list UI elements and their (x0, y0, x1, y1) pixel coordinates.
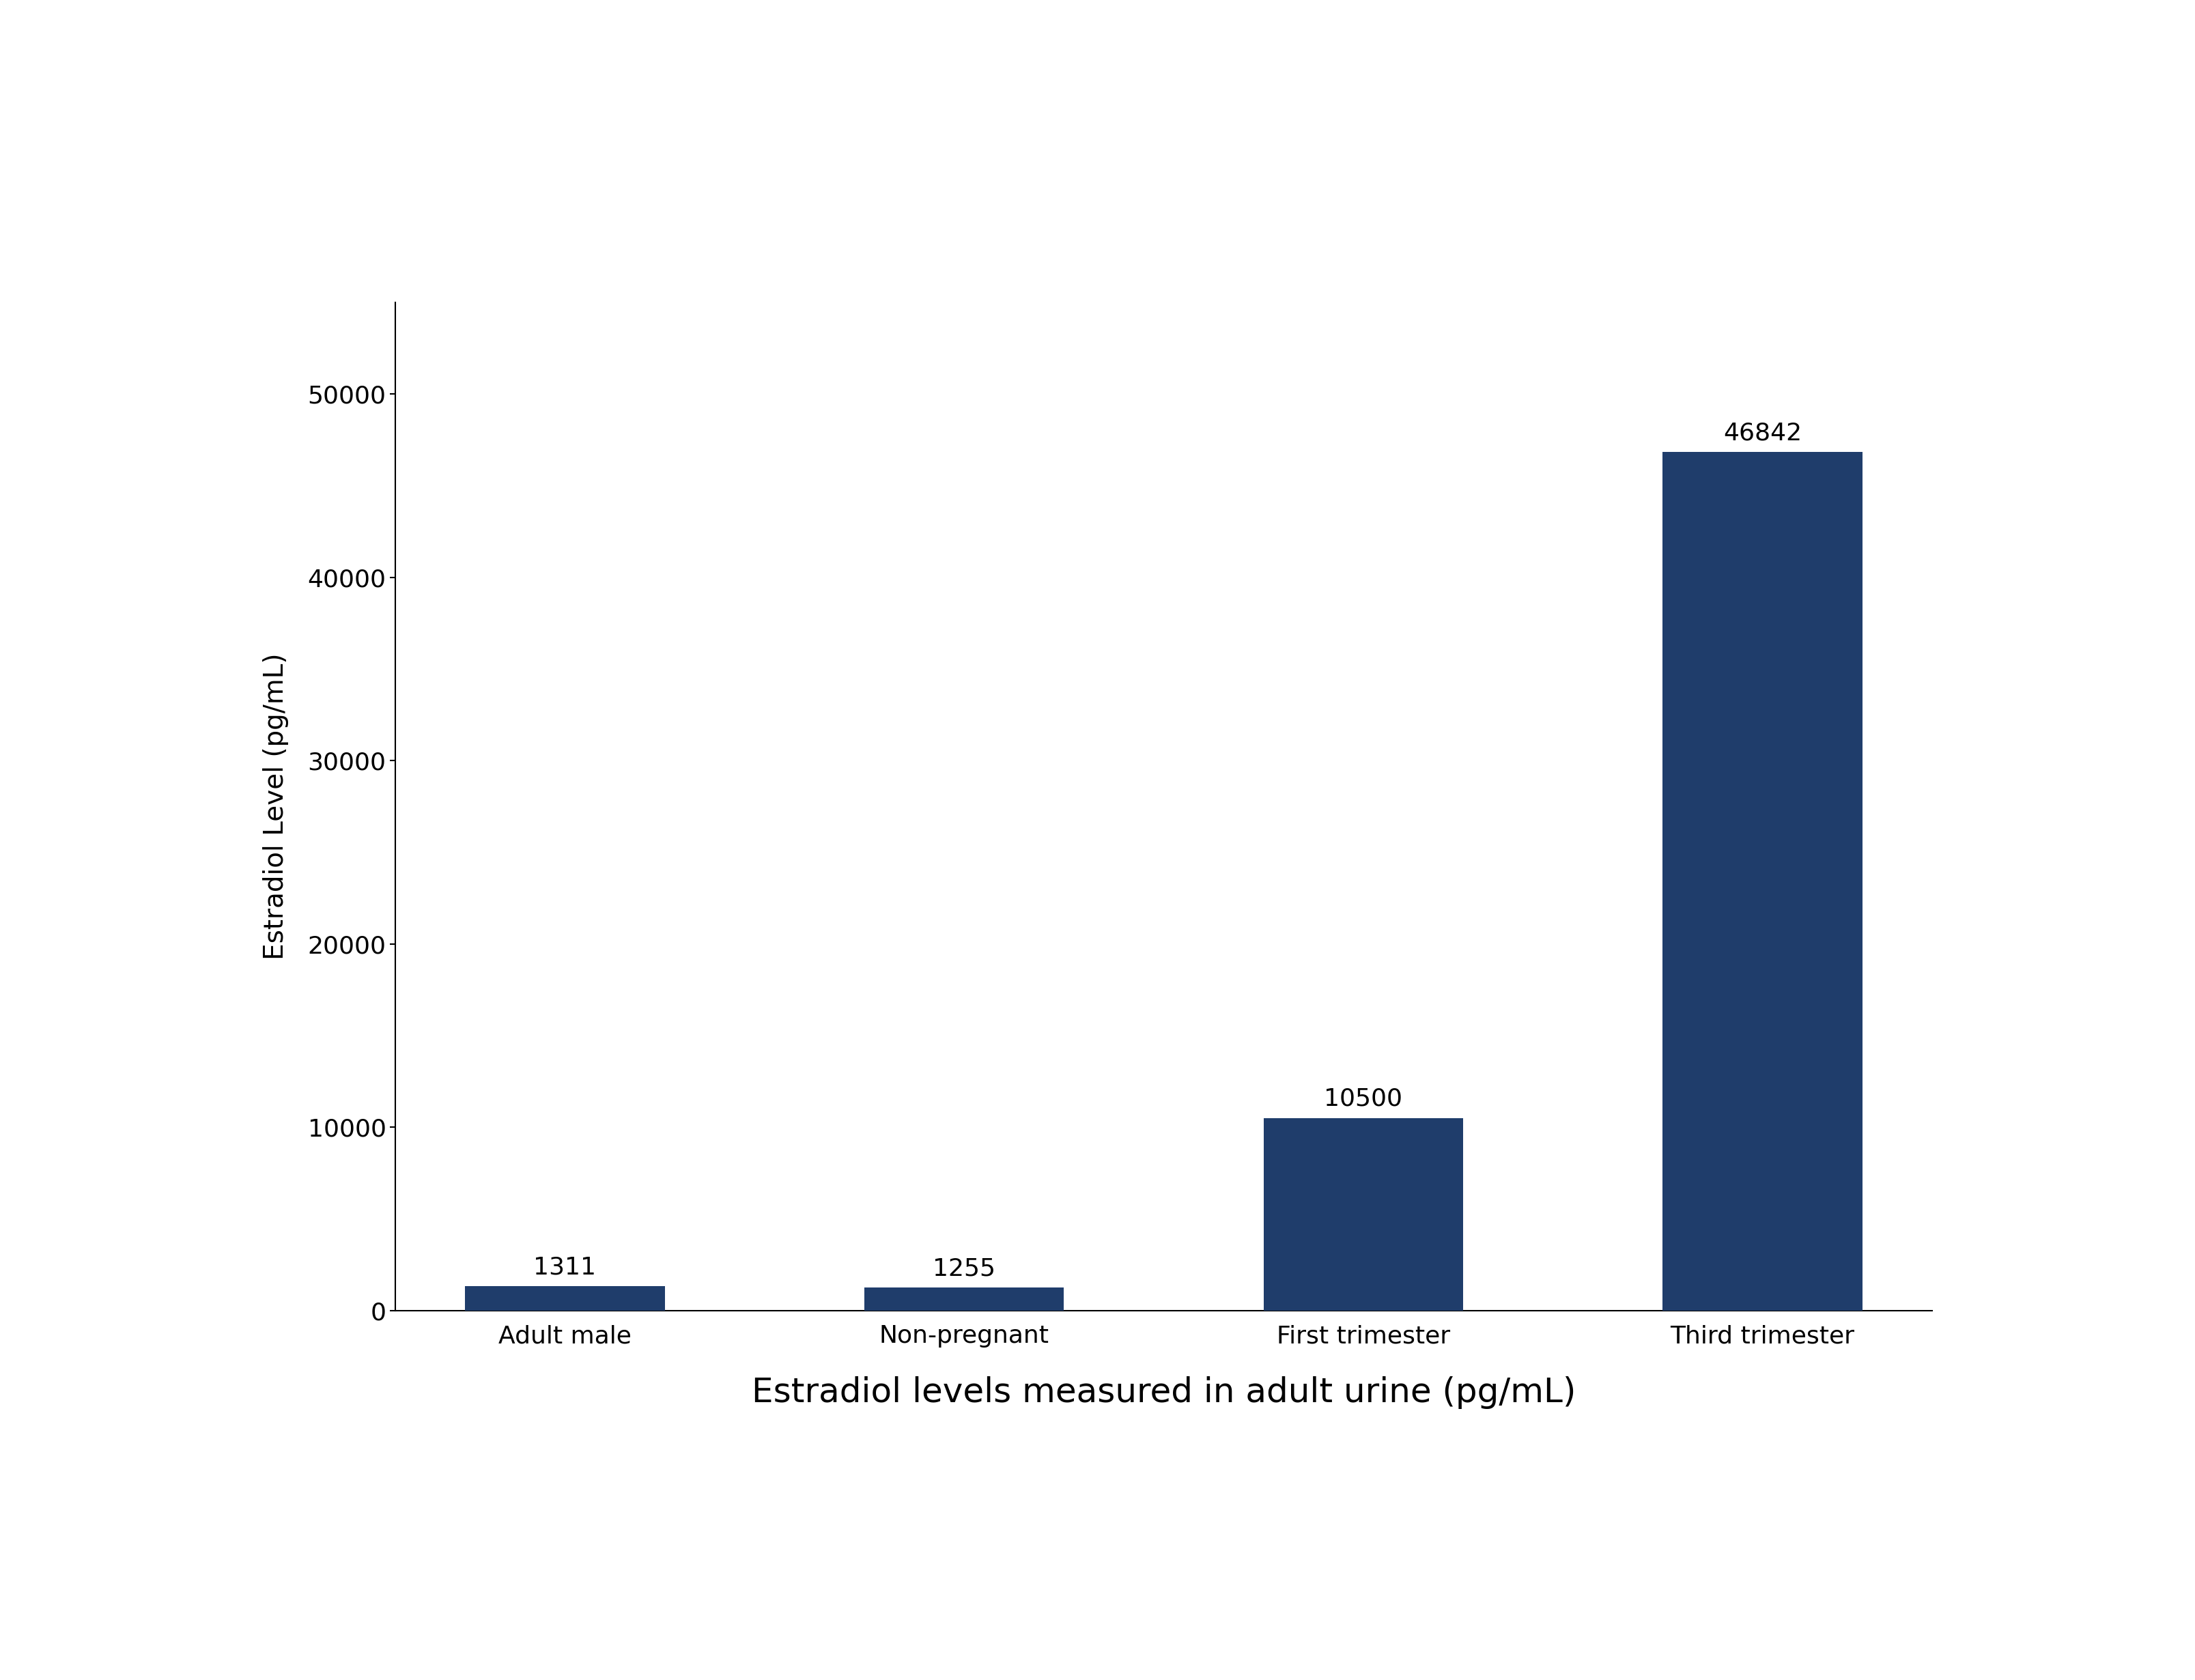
Bar (1662, 452, 1861, 1310)
Bar (1262, 1117, 1462, 1310)
Bar (865, 1287, 1065, 1310)
Text: 1255: 1255 (933, 1257, 994, 1280)
X-axis label: Estradiol levels measured in adult urine (pg/mL): Estradiol levels measured in adult urine… (751, 1376, 1576, 1410)
Text: 10500: 10500 (1324, 1087, 1403, 1110)
Bar (465, 1287, 665, 1310)
Text: 46842: 46842 (1723, 422, 1802, 445)
Text: 1311: 1311 (533, 1257, 597, 1278)
Y-axis label: Estradiol Level (pg/mL): Estradiol Level (pg/mL) (263, 654, 290, 959)
